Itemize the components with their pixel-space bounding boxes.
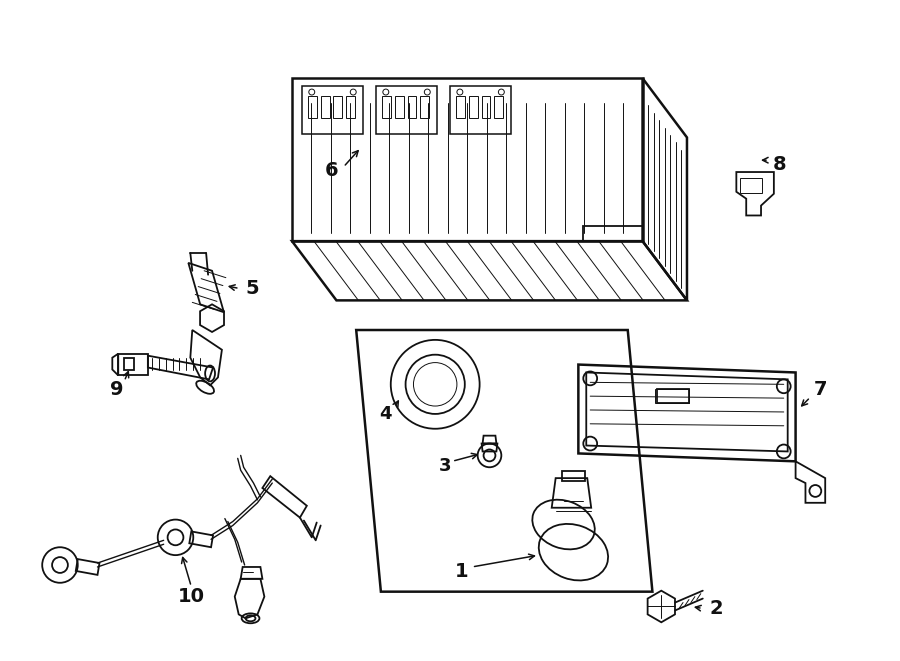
Bar: [657, 389, 688, 403]
Bar: [408, 96, 417, 118]
Text: 7: 7: [814, 380, 827, 399]
Text: 5: 5: [246, 279, 259, 298]
Bar: [382, 96, 391, 118]
Text: 10: 10: [178, 587, 205, 606]
Text: 6: 6: [325, 161, 338, 180]
Text: 8: 8: [773, 155, 787, 174]
Bar: [420, 96, 429, 118]
Bar: [308, 96, 317, 118]
Bar: [562, 471, 585, 481]
Bar: [482, 96, 490, 118]
Bar: [124, 358, 134, 369]
Bar: [741, 178, 762, 193]
Text: 9: 9: [110, 380, 123, 399]
Text: 1: 1: [455, 563, 469, 582]
Text: 3: 3: [439, 457, 451, 475]
Bar: [494, 96, 503, 118]
Text: 2: 2: [710, 599, 724, 618]
Bar: [469, 96, 478, 118]
Bar: [320, 96, 329, 118]
Bar: [334, 96, 342, 118]
Text: 4: 4: [380, 405, 392, 423]
Bar: [346, 96, 356, 118]
Bar: [456, 96, 464, 118]
Bar: [118, 354, 148, 375]
Bar: [395, 96, 403, 118]
